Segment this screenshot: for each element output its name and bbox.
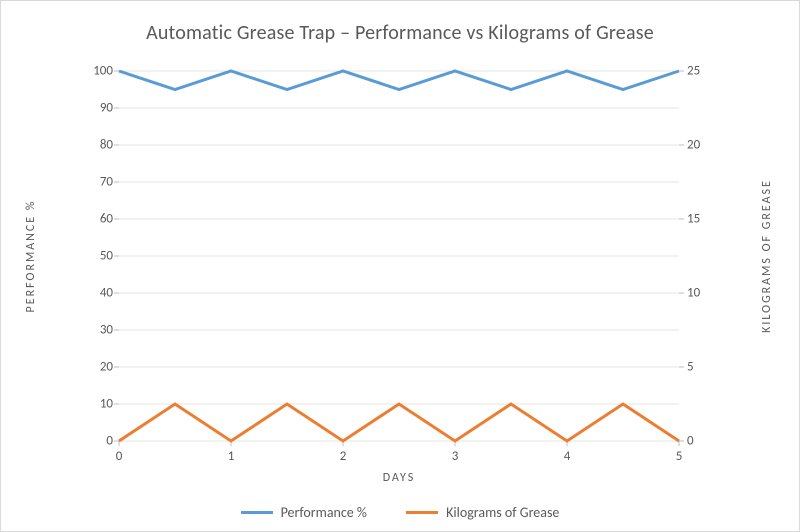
y-right-tick-label: 5 <box>687 361 727 374</box>
chart-frame: Automatic Grease Trap – Performance vs K… <box>0 0 800 532</box>
y-axis-right-title: KILOGRAMS OF GREASE <box>760 96 774 416</box>
legend-label-performance: Performance % <box>281 504 367 521</box>
y-right-tick-label: 0 <box>687 435 727 448</box>
y-axis-left-ticks: 0102030405060708090100 <box>73 71 113 441</box>
y-left-tick-label: 90 <box>73 102 113 115</box>
chart-title: Automatic Grease Trap – Performance vs K… <box>1 21 799 45</box>
y-left-tick-label: 70 <box>73 176 113 189</box>
y-right-tick-label: 15 <box>687 213 727 226</box>
legend-swatch-grease <box>406 511 438 514</box>
y-axis-left-title: PERFORMANCE % <box>24 96 38 416</box>
y-right-tick-label: 20 <box>687 139 727 152</box>
y-right-tick-label: 25 <box>687 65 727 78</box>
y-left-tick-label: 60 <box>73 213 113 226</box>
legend-swatch-performance <box>241 511 273 514</box>
y-left-tick-label: 30 <box>73 324 113 337</box>
plot-svg <box>119 71 679 441</box>
series-1 <box>119 404 679 441</box>
x-tick-label: 3 <box>452 449 459 464</box>
x-tick-label: 1 <box>228 449 235 464</box>
x-axis-title: DAYS <box>119 471 679 485</box>
x-tick-label: 0 <box>116 449 123 464</box>
y-axis-right-ticks: 0510152025 <box>687 71 727 441</box>
y-left-tick-label: 20 <box>73 361 113 374</box>
y-left-tick-label: 10 <box>73 398 113 411</box>
x-tick-label: 4 <box>564 449 571 464</box>
y-right-tick-label: 10 <box>687 287 727 300</box>
y-left-tick-label: 40 <box>73 287 113 300</box>
y-left-tick-label: 0 <box>73 435 113 448</box>
y-left-tick-label: 50 <box>73 250 113 263</box>
x-axis-ticks: 012345 <box>119 449 679 467</box>
legend-label-grease: Kilograms of Grease <box>446 504 559 521</box>
plot-area <box>119 71 679 441</box>
series-0 <box>119 71 679 90</box>
x-tick-label: 5 <box>676 449 683 464</box>
y-left-tick-label: 100 <box>73 65 113 78</box>
legend-item-performance: Performance % <box>241 504 367 521</box>
legend: Performance % Kilograms of Grease <box>1 501 799 521</box>
y-left-tick-label: 80 <box>73 139 113 152</box>
legend-item-grease: Kilograms of Grease <box>406 504 559 521</box>
x-tick-label: 2 <box>340 449 347 464</box>
